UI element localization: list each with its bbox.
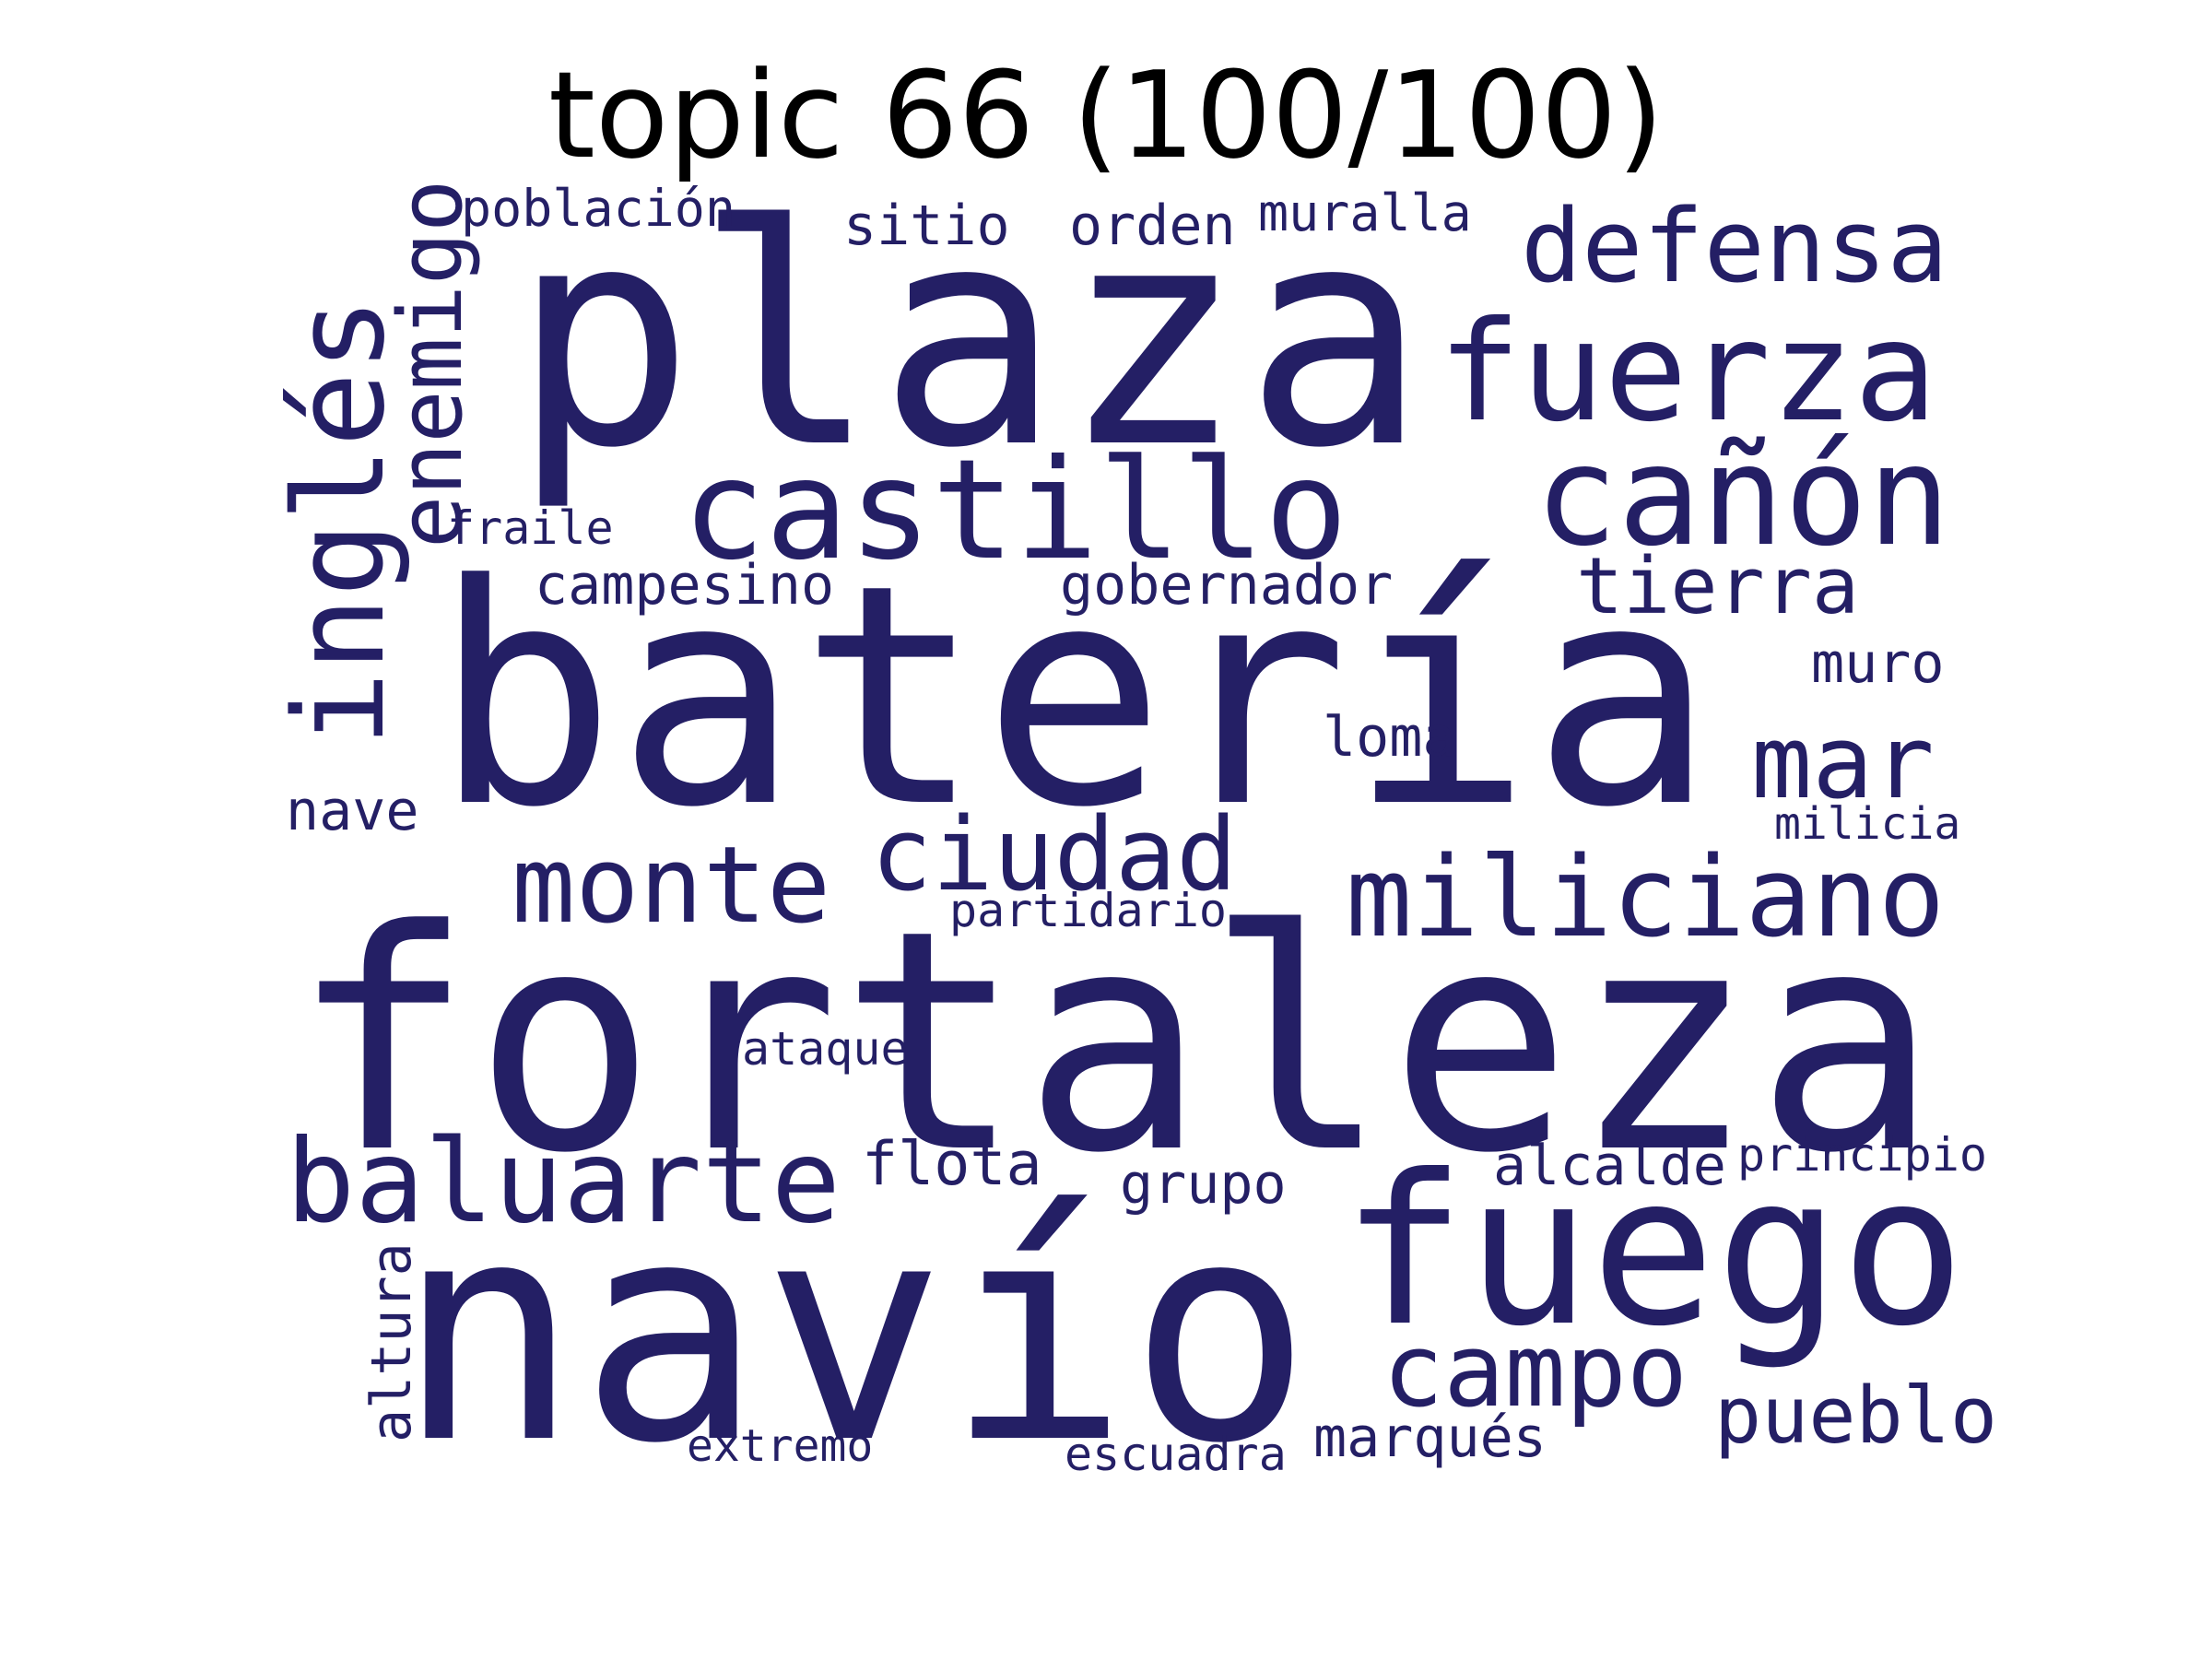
word-campo: campo — [1382, 1312, 1688, 1430]
word-plaza: plaza — [512, 160, 1427, 514]
word-gobernador: gobernador — [1060, 553, 1393, 618]
word-muro: muro — [1811, 631, 1945, 696]
word-campesino: campesino — [535, 553, 834, 618]
word-nave: nave — [286, 779, 419, 843]
word-escuadra: escuadra — [1065, 1428, 1287, 1481]
word-castillo: castillo — [682, 430, 1347, 591]
word-monte: monte — [512, 824, 830, 947]
word-mar: mar — [1751, 703, 1935, 821]
word-fuego: fuego — [1341, 1131, 1965, 1372]
word-milicia: milicia — [1774, 798, 1960, 850]
word-extremo: extremo — [687, 1420, 873, 1472]
word-altura: altura — [359, 1242, 424, 1442]
word-baluarte: baluarte — [286, 1115, 841, 1249]
word-batería: batería — [433, 520, 1715, 874]
word-miliciano: miliciano — [1346, 834, 1945, 962]
figure-title: topic 66 (100/100) — [547, 45, 1665, 185]
word-ciudad: ciudad — [871, 795, 1237, 913]
word-flota: flota — [862, 1130, 1042, 1199]
word-sitio: sitio — [843, 194, 1010, 258]
word-población: población — [461, 179, 735, 238]
word-marqués: marqués — [1313, 1406, 1547, 1470]
word-partidario: partidario — [949, 884, 1227, 937]
word-loma: loma — [1323, 705, 1456, 770]
word-tierra: tierra — [1576, 541, 1859, 632]
word-alcalde: alcalde — [1493, 1134, 1726, 1198]
word-orden: orden — [1069, 194, 1236, 258]
word-fortaleza: fortaleza — [290, 865, 1938, 1219]
word-grupo: grupo — [1120, 1152, 1287, 1217]
word-ataque: ataque — [742, 1022, 909, 1076]
word-pueblo: pueblo — [1714, 1371, 1997, 1462]
word-principio: principio — [1737, 1128, 1987, 1182]
word-fuerza: fuerza — [1438, 292, 1937, 453]
word-fraile: fraile — [447, 501, 614, 555]
word-defensa: defensa — [1521, 187, 1948, 305]
word-muralla: muralla — [1258, 183, 1472, 242]
word-cañón: cañón — [1535, 417, 1951, 577]
word-inglés: inglés — [267, 297, 412, 747]
word-enemigo: enemigo — [381, 180, 482, 548]
word-navío: navío — [396, 1156, 1312, 1510]
